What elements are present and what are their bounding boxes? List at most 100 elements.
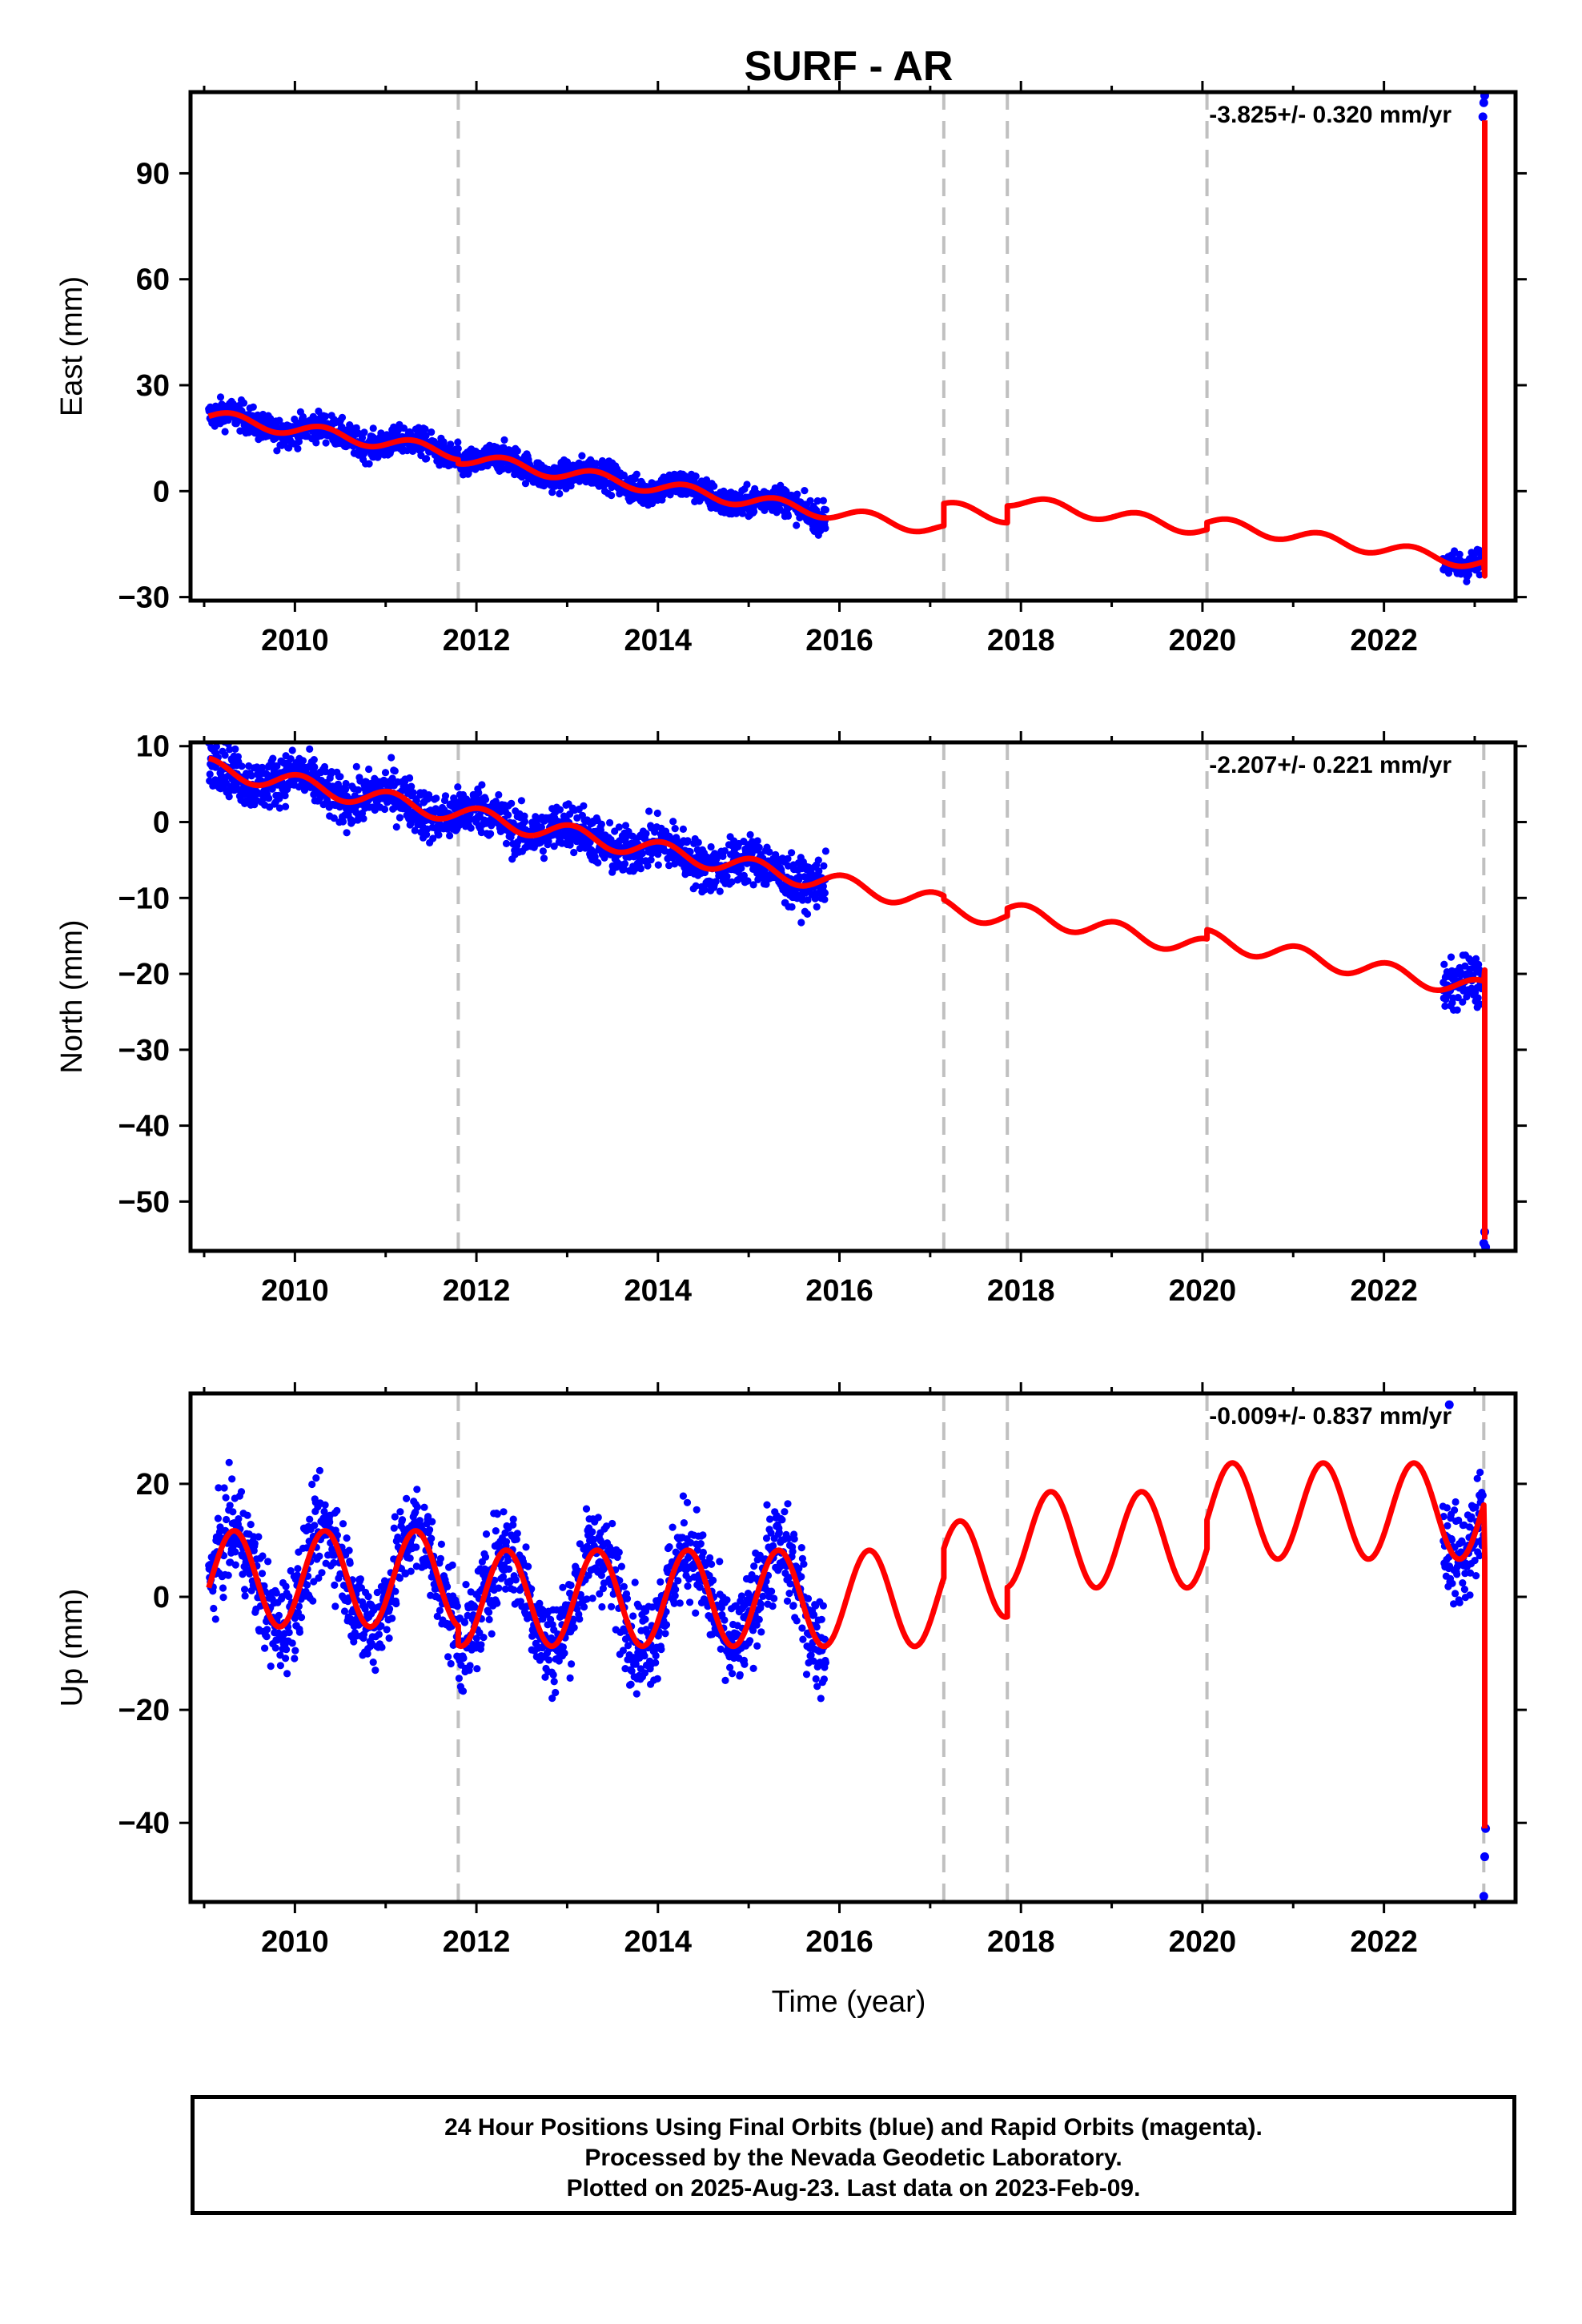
data-point <box>241 1592 249 1600</box>
data-point <box>285 1628 293 1637</box>
data-point <box>540 854 548 862</box>
x-tick-label: 2012 <box>443 1274 511 1308</box>
data-point <box>644 862 652 870</box>
data-point <box>696 1583 704 1591</box>
data-point <box>377 429 385 437</box>
data-point <box>480 1634 488 1642</box>
data-point <box>615 1548 623 1556</box>
data-point <box>394 426 402 434</box>
data-point <box>275 804 283 812</box>
data-point <box>403 1494 411 1502</box>
data-point <box>391 767 399 775</box>
data-point <box>620 865 628 874</box>
plot-area-north <box>205 742 1491 1251</box>
data-point <box>400 424 408 432</box>
data-point <box>272 1589 280 1597</box>
data-point <box>631 1578 639 1586</box>
data-point <box>784 854 792 862</box>
data-point <box>326 1518 334 1526</box>
data-point <box>608 1519 616 1528</box>
data-point <box>500 1508 508 1516</box>
data-point <box>1472 1572 1480 1580</box>
data-point <box>513 1530 521 1538</box>
data-point <box>448 1561 456 1569</box>
data-point <box>813 1683 821 1691</box>
data-point <box>657 1646 665 1654</box>
data-point <box>206 770 214 778</box>
data-point <box>396 1574 404 1582</box>
data-point <box>493 1599 501 1607</box>
data-point <box>390 1524 398 1532</box>
data-point-outlier <box>1444 1400 1454 1409</box>
data-point <box>596 826 605 834</box>
data-point <box>797 1544 805 1552</box>
y-tick-label: −50 <box>118 1185 170 1219</box>
data-point <box>454 783 462 791</box>
data-point <box>795 1565 803 1573</box>
data-point <box>821 1659 829 1667</box>
y-tick-label: −30 <box>118 581 170 615</box>
data-point <box>255 1533 263 1541</box>
data-point <box>258 1570 267 1578</box>
data-point <box>766 1515 774 1523</box>
data-point <box>799 1635 807 1643</box>
data-point <box>482 1530 491 1538</box>
data-point <box>1454 994 1462 1002</box>
data-point <box>305 1538 313 1546</box>
data-point <box>814 856 822 864</box>
data-point <box>1459 1579 1467 1587</box>
data-point <box>412 1543 420 1551</box>
data-point <box>396 814 404 822</box>
data-point <box>653 809 661 818</box>
data-point <box>769 1602 777 1610</box>
data-point <box>803 910 812 918</box>
data-point <box>784 512 793 521</box>
data-point <box>499 1573 508 1581</box>
data-point <box>721 846 729 855</box>
data-point <box>608 492 616 500</box>
data-point <box>1443 1522 1452 1530</box>
data-point <box>273 447 281 455</box>
data-point <box>815 867 823 875</box>
data-point <box>701 886 709 894</box>
data-point <box>331 1581 339 1589</box>
data-point <box>1456 550 1464 558</box>
data-point <box>721 1676 729 1684</box>
plot-area-east <box>205 92 1489 601</box>
data-point <box>813 903 821 911</box>
data-point <box>676 1599 684 1607</box>
observations-up <box>205 1400 1491 1901</box>
data-point <box>583 1595 591 1603</box>
data-point <box>744 877 752 885</box>
data-point <box>755 843 763 851</box>
data-point <box>336 773 344 781</box>
data-point <box>520 812 528 820</box>
data-point <box>693 1546 701 1554</box>
data-point <box>1476 1551 1484 1560</box>
data-point <box>413 1486 421 1494</box>
data-point <box>576 1615 584 1623</box>
data-point <box>311 1522 319 1530</box>
data-point <box>820 862 828 870</box>
data-point <box>749 1664 757 1672</box>
data-point <box>241 1586 249 1594</box>
data-point <box>502 839 511 847</box>
data-point <box>258 763 267 771</box>
data-point <box>331 1602 339 1610</box>
x-tick-label: 2020 <box>1169 624 1237 657</box>
data-point <box>783 1597 792 1605</box>
data-point <box>1460 1586 1468 1594</box>
data-point <box>322 439 330 447</box>
data-point <box>729 1670 737 1678</box>
data-point <box>680 1519 689 1527</box>
data-point <box>1458 1538 1466 1546</box>
data-point <box>239 1570 247 1578</box>
data-point <box>757 1600 765 1608</box>
data-point <box>411 826 419 834</box>
data-point <box>343 1534 351 1542</box>
data-point <box>670 1599 678 1607</box>
data-point <box>275 1611 283 1619</box>
data-point <box>386 1605 394 1613</box>
data-point <box>472 1634 480 1642</box>
x-tick-label: 2014 <box>624 1274 693 1308</box>
